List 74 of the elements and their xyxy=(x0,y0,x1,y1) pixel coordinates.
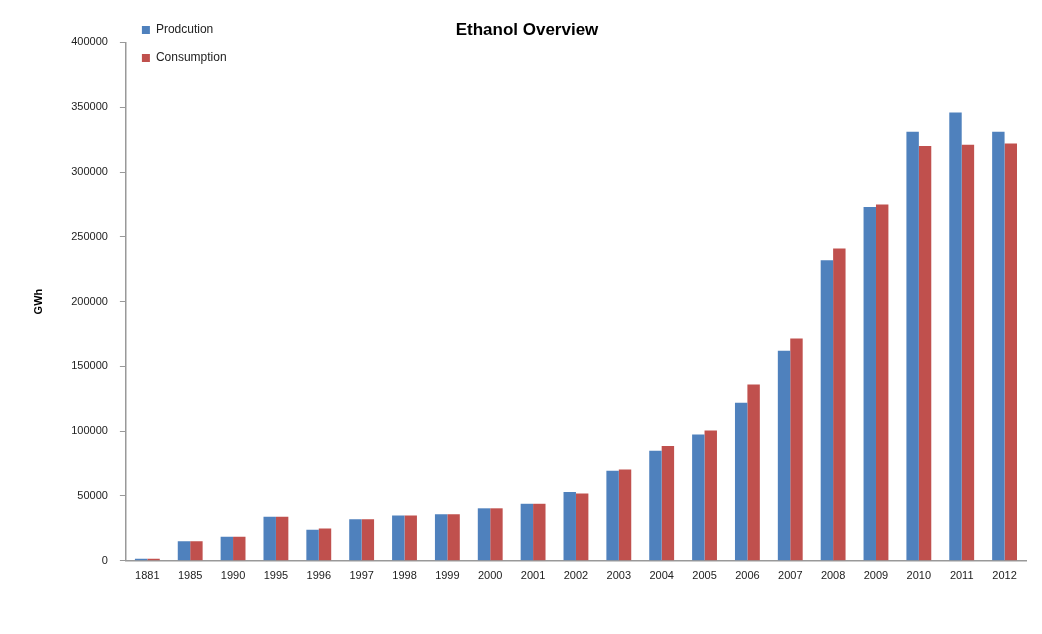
bar xyxy=(306,529,319,561)
x-tick-label: 2005 xyxy=(692,569,717,582)
bar xyxy=(777,350,791,561)
x-tick-label: 2000 xyxy=(477,569,503,582)
bar xyxy=(434,514,448,561)
x-tick-label: 2009 xyxy=(863,569,889,582)
y-tick-label: 400000 xyxy=(71,35,108,48)
bar xyxy=(318,528,332,561)
bar xyxy=(563,492,576,561)
bar xyxy=(734,402,748,561)
x-tick-label: 2007 xyxy=(778,569,803,582)
x-tick-label: 1997 xyxy=(349,569,374,582)
bar xyxy=(404,515,417,561)
x-tick-label: 1881 xyxy=(135,569,160,582)
bar xyxy=(263,516,276,561)
bar xyxy=(533,503,546,561)
x-tick-label: 2003 xyxy=(606,569,632,582)
y-tick-label: 250000 xyxy=(71,229,108,242)
x-tick-label: 2006 xyxy=(735,569,760,582)
bar xyxy=(361,519,375,561)
y-tick-label: 200000 xyxy=(71,294,108,307)
bar xyxy=(349,519,362,561)
bar xyxy=(233,536,246,561)
bar xyxy=(863,206,876,561)
bar xyxy=(704,430,717,561)
bar xyxy=(747,384,760,561)
bar xyxy=(649,450,662,561)
y-tick-label: 100000 xyxy=(71,424,108,437)
bar xyxy=(692,434,705,561)
bar xyxy=(875,204,889,561)
bar xyxy=(820,260,834,561)
x-tick-label: 2011 xyxy=(949,569,974,582)
y-tick-label: 0 xyxy=(101,553,108,566)
bar xyxy=(906,131,919,561)
y-tick-label: 300000 xyxy=(71,165,108,178)
x-tick-label: 1999 xyxy=(435,569,460,582)
bar xyxy=(477,508,491,561)
bar xyxy=(961,144,975,561)
bar xyxy=(575,493,589,561)
legend-label: Prodcution xyxy=(155,22,214,37)
bar xyxy=(1004,143,1017,561)
y-tick-label: 150000 xyxy=(71,359,108,372)
bar xyxy=(618,469,632,561)
y-tick-label: 350000 xyxy=(71,100,108,113)
bar xyxy=(992,131,1005,561)
x-tick-label: 2010 xyxy=(906,569,932,582)
x-tick-label: 1995 xyxy=(263,569,289,582)
bar xyxy=(520,503,534,561)
x-tick-label: 2012 xyxy=(992,569,1017,582)
bar xyxy=(833,248,846,561)
bar xyxy=(177,541,191,561)
x-tick-label: 1990 xyxy=(220,569,246,582)
bar xyxy=(949,112,962,561)
y-axis-title: GWh xyxy=(31,288,44,315)
x-tick-label: 1985 xyxy=(177,569,203,582)
bar xyxy=(275,516,289,561)
bar xyxy=(790,338,803,561)
bar xyxy=(918,146,932,561)
bar xyxy=(447,514,460,561)
x-tick-label: 1996 xyxy=(306,569,332,582)
bar xyxy=(490,508,503,561)
x-tick-label: 2002 xyxy=(563,569,589,582)
legend-label: Consumption xyxy=(155,50,227,65)
x-tick-label: 2004 xyxy=(649,569,674,582)
x-tick-label: 1998 xyxy=(392,569,417,582)
y-tick-label: 50000 xyxy=(77,489,108,502)
chart-title: Ethanol Overview xyxy=(455,19,600,39)
bar xyxy=(606,470,619,561)
x-tick-label: 2008 xyxy=(820,569,846,582)
bar xyxy=(220,536,234,561)
x-tick-label: 2001 xyxy=(520,569,546,582)
bar xyxy=(661,446,675,561)
bar xyxy=(190,541,203,561)
bar xyxy=(392,515,405,561)
